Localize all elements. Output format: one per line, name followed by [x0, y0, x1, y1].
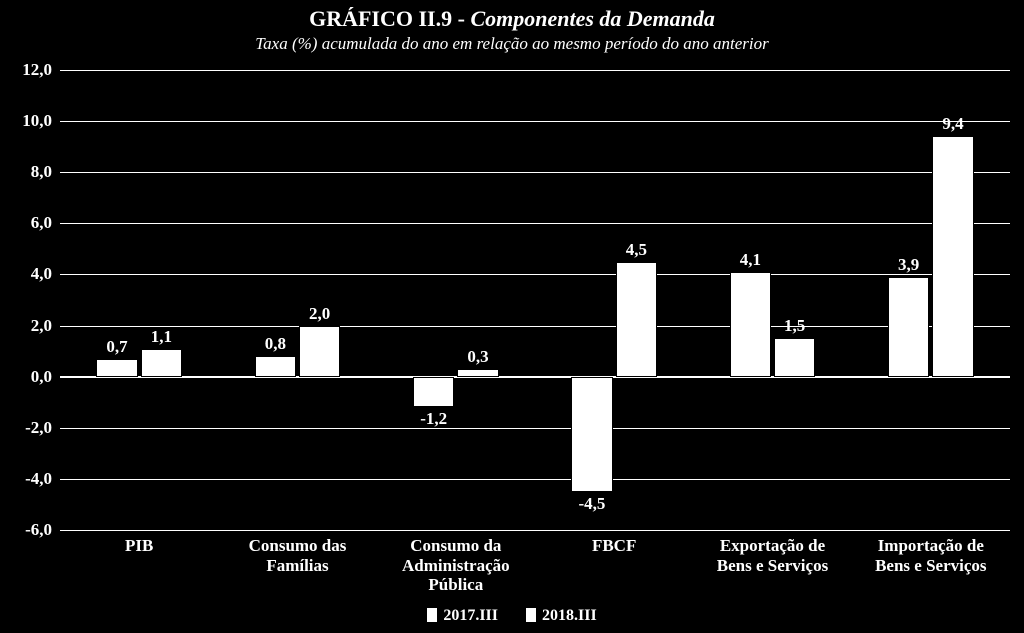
x-label: PIB — [60, 536, 218, 595]
bar-value-label: -1,2 — [420, 409, 447, 429]
x-label: Exportação deBens e Serviços — [693, 536, 851, 595]
bar-group: 0,7 1,1 — [60, 70, 218, 530]
legend-label: 2018.III — [542, 607, 597, 624]
x-label: Importação deBens e Serviços — [852, 536, 1010, 595]
bar-value-label: 2,0 — [309, 304, 330, 324]
y-tick: -4,0 — [25, 469, 60, 489]
chart-title: GRÁFICO II.9 - Componentes da Demanda — [0, 6, 1024, 32]
legend: 2017.III 2018.III — [0, 607, 1024, 625]
bar-group: 0,8 2,0 — [218, 70, 376, 530]
chart-subtitle: Taxa (%) acumulada do ano em relação ao … — [0, 34, 1024, 54]
bar-group: 4,1 1,5 — [693, 70, 851, 530]
bar — [255, 356, 296, 376]
title-block: GRÁFICO II.9 - Componentes da Demanda Ta… — [0, 0, 1024, 54]
y-tick: 6,0 — [31, 213, 60, 233]
bar — [616, 262, 657, 377]
legend-item: 2018.III — [526, 607, 597, 625]
legend-swatch — [526, 608, 536, 622]
title-prefix: GRÁFICO II.9 - — [309, 6, 470, 31]
bar — [932, 136, 973, 376]
bar — [774, 338, 815, 376]
bar-group: 3,9 9,4 — [852, 70, 1010, 530]
bar — [96, 359, 137, 377]
x-label: Consumo daAdministraçãoPública — [377, 536, 535, 595]
bar-groups: 0,7 1,1 0,8 2,0 -1,2 0,3 -4,5 4,5 4,1 1,5 3,9 9,4 — [60, 70, 1010, 530]
gridline — [60, 530, 1010, 531]
chart-container: GRÁFICO II.9 - Componentes da Demanda Ta… — [0, 0, 1024, 633]
bar — [571, 377, 612, 492]
y-tick: 4,0 — [31, 264, 60, 284]
bar-value-label: 3,9 — [898, 255, 919, 275]
bar-value-label: 4,5 — [626, 240, 647, 260]
plot-area: 12,010,08,06,04,02,00,0-2,0-4,0-6,00,71,… — [60, 70, 1010, 530]
x-label: FBCF — [535, 536, 693, 595]
legend-swatch — [427, 608, 437, 622]
bar — [413, 377, 454, 408]
bar-value-label: 9,4 — [942, 114, 963, 134]
bar-value-label: 4,1 — [740, 250, 761, 270]
y-tick: 0,0 — [31, 367, 60, 387]
y-tick: -2,0 — [25, 418, 60, 438]
bar-value-label: 1,5 — [784, 316, 805, 336]
bar-group: -4,5 4,5 — [535, 70, 693, 530]
bar-value-label: 0,7 — [106, 337, 127, 357]
bar-value-label: 0,8 — [265, 334, 286, 354]
y-tick: 12,0 — [22, 60, 60, 80]
y-tick: -6,0 — [25, 520, 60, 540]
y-tick: 2,0 — [31, 316, 60, 336]
bar-group: -1,2 0,3 — [377, 70, 535, 530]
y-tick: 10,0 — [22, 111, 60, 131]
title-main: Componentes da Demanda — [470, 6, 714, 31]
bar-value-label: 0,3 — [467, 347, 488, 367]
legend-item: 2017.III — [427, 607, 498, 625]
bar — [141, 349, 182, 377]
bar-value-label: -4,5 — [579, 494, 606, 514]
bar — [730, 272, 771, 377]
bar — [457, 369, 498, 377]
bar — [888, 277, 929, 377]
y-tick: 8,0 — [31, 162, 60, 182]
bar-value-label: 1,1 — [151, 327, 172, 347]
legend-label: 2017.III — [443, 607, 498, 624]
bar — [299, 326, 340, 377]
x-axis: PIBConsumo dasFamíliasConsumo daAdminist… — [60, 536, 1010, 595]
x-label: Consumo dasFamílias — [218, 536, 376, 595]
